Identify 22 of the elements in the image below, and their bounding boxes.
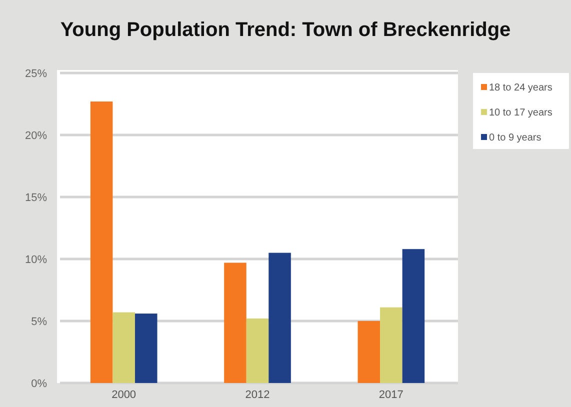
legend-label: 0 to 9 years: [489, 132, 542, 144]
bar: [268, 252, 291, 383]
bar: [224, 262, 246, 383]
bar: [246, 318, 269, 383]
bar: [90, 102, 113, 383]
legend-label: 18 to 24 years: [489, 82, 552, 94]
x-tick-label: 2012: [245, 389, 270, 401]
legend-label: 10 to 17 years: [489, 108, 552, 118]
y-tick-label: 10%: [24, 254, 48, 266]
x-tick-label: 2000: [112, 389, 136, 401]
bar: [134, 314, 158, 383]
bar: [380, 307, 402, 383]
x-tick-label: 2017: [378, 389, 404, 401]
y-tick-label: 15%: [24, 192, 48, 204]
bar: [402, 249, 425, 383]
y-tick-label: 5%: [31, 316, 48, 328]
bar: [112, 312, 135, 383]
y-tick-label: 25%: [24, 68, 48, 80]
y-tick-label: 0%: [31, 378, 48, 390]
bar: [358, 321, 380, 383]
chart-title: Young Population Trend: Town of Breckenridge: [60, 19, 511, 41]
y-tick-label: 20%: [24, 130, 48, 142]
